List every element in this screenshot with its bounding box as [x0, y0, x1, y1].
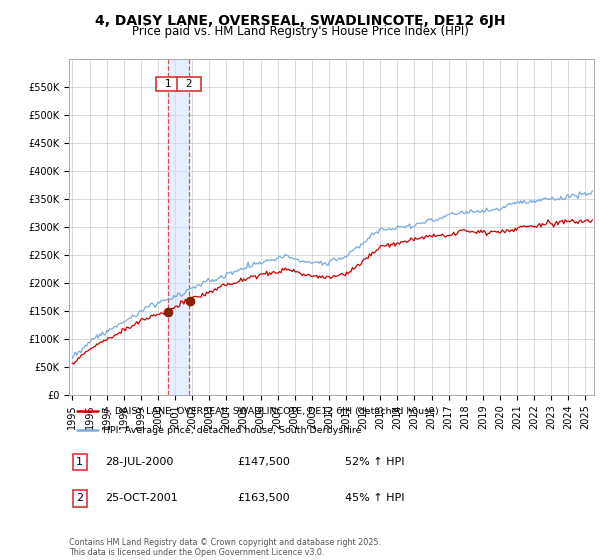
Text: Contains HM Land Registry data © Crown copyright and database right 2025.
This d: Contains HM Land Registry data © Crown c… — [69, 538, 381, 557]
Text: £163,500: £163,500 — [237, 493, 290, 503]
Text: 1: 1 — [76, 457, 83, 467]
Text: 4, DAISY LANE, OVERSEAL, SWADLINCOTE, DE12 6JH (detached house): 4, DAISY LANE, OVERSEAL, SWADLINCOTE, DE… — [103, 407, 439, 416]
Text: 4, DAISY LANE, OVERSEAL, SWADLINCOTE, DE12 6JH: 4, DAISY LANE, OVERSEAL, SWADLINCOTE, DE… — [95, 14, 505, 28]
Text: 45% ↑ HPI: 45% ↑ HPI — [345, 493, 404, 503]
Text: Price paid vs. HM Land Registry's House Price Index (HPI): Price paid vs. HM Land Registry's House … — [131, 25, 469, 38]
Text: 28-JUL-2000: 28-JUL-2000 — [105, 457, 173, 467]
Text: £147,500: £147,500 — [237, 457, 290, 467]
Text: 2: 2 — [76, 493, 83, 503]
Text: HPI: Average price, detached house, South Derbyshire: HPI: Average price, detached house, Sout… — [103, 426, 362, 435]
Text: 25-OCT-2001: 25-OCT-2001 — [105, 493, 178, 503]
Bar — [167, 59, 189, 395]
Text: 52% ↑ HPI: 52% ↑ HPI — [345, 457, 404, 467]
Text: 2: 2 — [179, 79, 199, 89]
Text: 1: 1 — [158, 79, 178, 89]
